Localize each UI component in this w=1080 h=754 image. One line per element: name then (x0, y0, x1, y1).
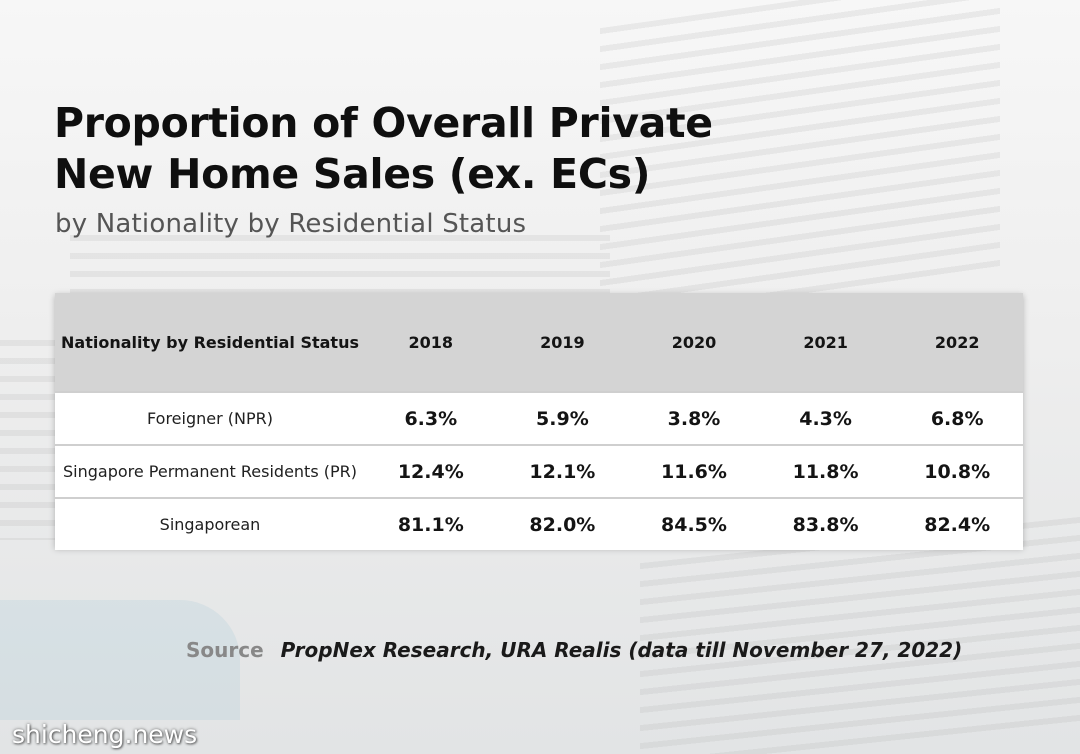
table-row: Singapore Permanent Residents (PR) 12.4%… (55, 444, 1023, 498)
column-header-year: 2019 (496, 293, 629, 392)
pool-shape (0, 600, 240, 720)
source-note: Source PropNex Research, URA Realis (dat… (186, 638, 962, 662)
building-shape (640, 516, 1080, 754)
column-header-year: 2021 (759, 293, 892, 392)
source-label: Source (186, 638, 264, 662)
table-header-row: Nationality by Residential Status 2018 2… (55, 293, 1023, 392)
table-cell: 4.3% (759, 391, 892, 445)
data-table: Nationality by Residential Status 2018 2… (55, 293, 1023, 550)
watermark-text: shicheng.news (12, 720, 198, 749)
table-row: Foreigner (NPR) 6.3% 5.9% 3.8% 4.3% 6.8% (55, 391, 1023, 445)
table-cell: 3.8% (628, 391, 760, 445)
table-cell: 82.4% (891, 497, 1023, 550)
table-cell: 81.1% (365, 497, 497, 550)
table-cell: 11.8% (759, 444, 892, 498)
table-row: Singaporean 81.1% 82.0% 84.5% 83.8% 82.4… (55, 497, 1023, 550)
column-header-year: 2022 (891, 293, 1023, 392)
table-cell: 11.6% (628, 444, 760, 498)
table-cell: 6.8% (891, 391, 1023, 445)
column-header-year: 2020 (628, 293, 760, 392)
table-cell: 6.3% (365, 391, 497, 445)
building-shape (0, 340, 60, 540)
table-cell: 10.8% (891, 444, 1023, 498)
table-cell: 82.0% (496, 497, 629, 550)
page-subtitle: by Nationality by Residential Status (55, 209, 527, 239)
data-table-container: Nationality by Residential Status 2018 2… (55, 293, 1023, 550)
column-header-year: 2018 (365, 293, 497, 392)
table-cell: 12.1% (496, 444, 629, 498)
building-shape (70, 235, 610, 295)
table-cell: 83.8% (759, 497, 892, 550)
table-cell: 84.5% (628, 497, 760, 550)
table-cell: 5.9% (496, 391, 629, 445)
table-cell: 12.4% (365, 444, 497, 498)
row-label: Singapore Permanent Residents (PR) (55, 444, 365, 498)
page-title: Proportion of Overall Private New Home S… (54, 99, 713, 198)
row-label: Singaporean (55, 497, 365, 550)
source-text: PropNex Research, URA Realis (data till … (280, 638, 963, 662)
row-label: Foreigner (NPR) (55, 391, 365, 445)
column-header-nationality: Nationality by Residential Status (55, 293, 365, 392)
